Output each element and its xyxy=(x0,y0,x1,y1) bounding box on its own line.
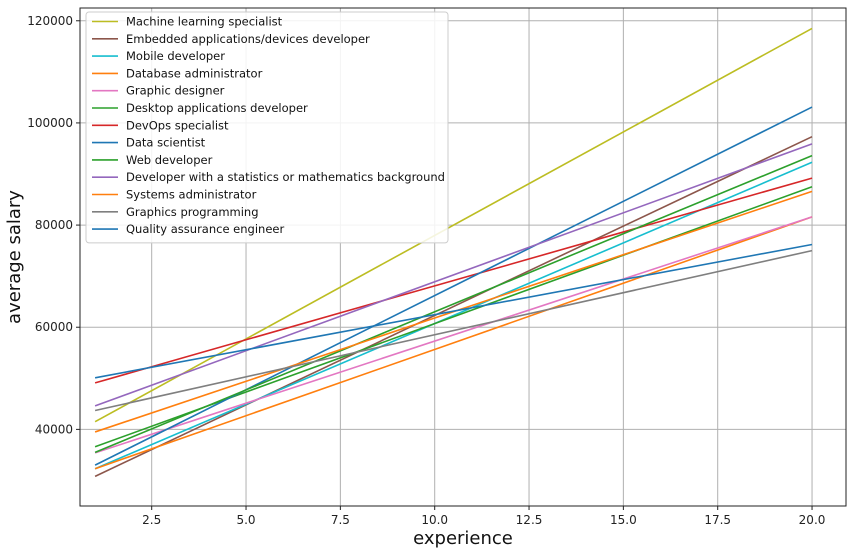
x-tick-label: 10.0 xyxy=(421,513,448,527)
y-tick-label: 120000 xyxy=(27,14,73,28)
legend-label: Embedded applications/devices developer xyxy=(126,32,370,46)
y-axis-ticks: 40000 60000 80000 100000 120000 xyxy=(27,14,80,436)
series-line-12 xyxy=(94,243,813,379)
x-axis-label: experience xyxy=(413,528,513,549)
legend-box xyxy=(85,11,449,244)
series-line-7 xyxy=(94,106,813,466)
x-tick-label: 7.5 xyxy=(331,513,350,527)
legend: Machine learning specialist Embedded appl… xyxy=(85,11,449,244)
legend-label: Systems administrator xyxy=(126,188,257,202)
legend-label: Machine learning specialist xyxy=(126,15,283,29)
x-tick-label: 5.0 xyxy=(236,513,255,527)
legend-label: Database administrator xyxy=(126,66,263,80)
y-tick-label: 100000 xyxy=(27,116,73,130)
series-line-9 xyxy=(94,143,813,407)
x-tick-label: 12.5 xyxy=(516,513,543,527)
x-tick-label: 20.0 xyxy=(799,513,826,527)
x-tick-label: 15.0 xyxy=(610,513,637,527)
series-line-6 xyxy=(94,177,813,384)
plot-frame xyxy=(79,7,847,507)
x-axis-ticks: 2.5 5.0 7.5 10.0 12.5 15.0 17.5 20.0 xyxy=(142,506,825,527)
legend-label: Graphic designer xyxy=(126,84,225,98)
series-line-11 xyxy=(94,249,813,412)
legend-label: Web developer xyxy=(126,153,213,167)
series-line-1 xyxy=(94,135,813,478)
y-tick-label: 80000 xyxy=(35,218,73,232)
legend-label: Quality assurance engineer xyxy=(126,222,284,236)
series-line-2 xyxy=(94,161,813,470)
legend-label: Desktop applications developer xyxy=(126,101,308,115)
legend-label: Data scientist xyxy=(126,136,206,150)
legend-label: Mobile developer xyxy=(126,49,225,63)
series-line-3 xyxy=(94,216,813,470)
legend-label: Developer with a statistics or mathemati… xyxy=(126,170,445,184)
legend-label: DevOps specialist xyxy=(126,118,229,132)
series-line-8 xyxy=(94,154,813,454)
legend-label: Graphics programming xyxy=(126,205,259,219)
x-tick-label: 2.5 xyxy=(142,513,161,527)
y-tick-label: 60000 xyxy=(35,320,73,334)
y-tick-label: 40000 xyxy=(35,422,73,436)
series-line-4 xyxy=(94,216,813,454)
y-axis-label: average salary xyxy=(4,190,25,324)
x-tick-label: 17.5 xyxy=(704,513,731,527)
series-lines xyxy=(94,27,813,478)
